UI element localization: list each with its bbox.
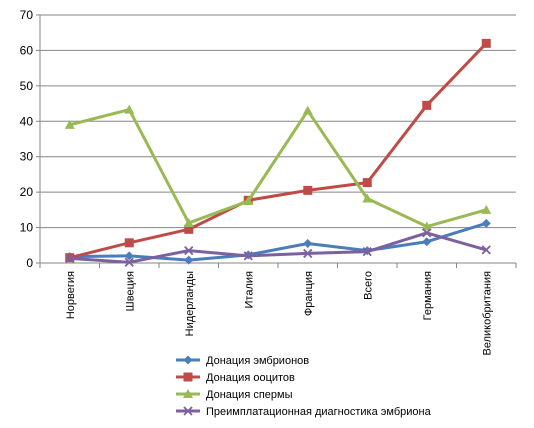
series-line bbox=[69, 221, 487, 262]
legend-entry: Донация спермы bbox=[176, 389, 293, 401]
y-tick-label: 40 bbox=[20, 114, 34, 128]
series-group bbox=[64, 38, 492, 267]
data-point bbox=[184, 245, 194, 256]
data-point bbox=[124, 251, 134, 261]
legend-entry: Преимплатационная диагностика эмбриона bbox=[176, 406, 432, 418]
legend-marker bbox=[183, 355, 193, 365]
data-point bbox=[362, 193, 373, 203]
legend-marker bbox=[183, 389, 193, 398]
data-point bbox=[243, 251, 253, 261]
x-tick-label: Нидерланды bbox=[184, 271, 196, 336]
data-point bbox=[64, 119, 75, 129]
x-tick-label: Германия bbox=[422, 271, 434, 320]
y-tick-label: 50 bbox=[20, 79, 34, 93]
y-axis-ticks: 0 10 20 30 40 50 60 70 bbox=[20, 8, 40, 270]
data-point bbox=[422, 228, 432, 238]
legend-marker bbox=[183, 406, 193, 416]
data-point bbox=[65, 253, 75, 264]
axes bbox=[39, 15, 516, 264]
x-tick-label: Италия bbox=[243, 271, 255, 309]
data-point bbox=[303, 185, 313, 195]
data-point bbox=[421, 221, 432, 231]
data-point bbox=[184, 255, 194, 265]
x-tick-label: Франция bbox=[303, 271, 315, 316]
data-point bbox=[481, 218, 491, 228]
y-tick-label: 70 bbox=[20, 8, 34, 22]
data-point bbox=[302, 105, 313, 115]
legend-marker bbox=[183, 372, 193, 382]
data-point bbox=[362, 178, 372, 188]
data-point bbox=[481, 204, 492, 214]
legend-label: Донация спермы bbox=[206, 389, 293, 401]
data-point bbox=[183, 217, 194, 227]
x-tick-label: Всего bbox=[362, 271, 374, 300]
legend-entry: Донация ооцитов bbox=[176, 372, 295, 384]
data-point bbox=[124, 104, 135, 114]
y-tick-label: 0 bbox=[26, 256, 33, 270]
data-point bbox=[422, 237, 432, 247]
data-point bbox=[481, 38, 491, 48]
x-axis-ticks: Норвегия Швеция Нидерланды Италия Франция Все… bbox=[39, 263, 517, 356]
series-2 bbox=[64, 104, 492, 231]
data-point bbox=[184, 224, 194, 234]
x-tick-label: Норвегия bbox=[65, 271, 77, 319]
series-line bbox=[69, 108, 487, 229]
legend-label: Донация эмбрионов bbox=[206, 355, 309, 367]
data-point bbox=[243, 196, 254, 205]
legend-label: Преимплатационная диагностика эмбриона bbox=[206, 406, 432, 418]
data-point bbox=[303, 239, 313, 249]
legend-label: Донация ооцитов bbox=[206, 372, 295, 384]
series-3 bbox=[65, 228, 491, 267]
data-point bbox=[303, 248, 313, 259]
series-line bbox=[69, 42, 488, 260]
data-point bbox=[422, 100, 432, 110]
legend-entry: Донация эмбрионов bbox=[176, 355, 309, 367]
x-tick-label: Великобритания bbox=[481, 271, 493, 356]
data-point bbox=[481, 245, 491, 255]
series-0 bbox=[65, 218, 491, 265]
y-tick-label: 10 bbox=[20, 221, 34, 235]
y-tick-label: 30 bbox=[20, 150, 34, 164]
data-point bbox=[124, 257, 134, 267]
legend: Донация эмбрионов Донация ооцитов Донация … bbox=[176, 355, 432, 418]
y-tick-label: 20 bbox=[20, 185, 34, 199]
series-line bbox=[69, 231, 487, 264]
data-point bbox=[362, 247, 372, 257]
y-tick-label: 60 bbox=[20, 43, 34, 57]
x-tick-label: Швеция bbox=[124, 271, 136, 311]
data-point bbox=[124, 238, 134, 248]
